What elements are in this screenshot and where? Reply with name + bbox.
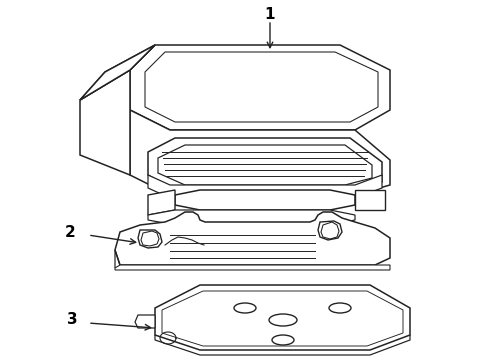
- Text: 2: 2: [65, 225, 75, 239]
- PathPatch shape: [80, 45, 155, 100]
- PathPatch shape: [115, 265, 390, 270]
- PathPatch shape: [80, 70, 130, 175]
- Ellipse shape: [234, 303, 256, 313]
- Ellipse shape: [272, 335, 294, 345]
- PathPatch shape: [155, 285, 410, 350]
- PathPatch shape: [148, 138, 382, 190]
- PathPatch shape: [80, 45, 155, 100]
- Text: 1: 1: [265, 6, 275, 22]
- Ellipse shape: [269, 314, 297, 326]
- PathPatch shape: [135, 315, 155, 328]
- Text: 3: 3: [67, 312, 77, 328]
- PathPatch shape: [355, 190, 385, 210]
- PathPatch shape: [148, 175, 382, 198]
- PathPatch shape: [175, 190, 355, 210]
- Ellipse shape: [329, 303, 351, 313]
- PathPatch shape: [148, 210, 355, 225]
- PathPatch shape: [130, 45, 390, 130]
- PathPatch shape: [130, 110, 390, 195]
- PathPatch shape: [115, 212, 390, 265]
- PathPatch shape: [148, 190, 175, 215]
- PathPatch shape: [318, 221, 342, 240]
- PathPatch shape: [138, 230, 162, 248]
